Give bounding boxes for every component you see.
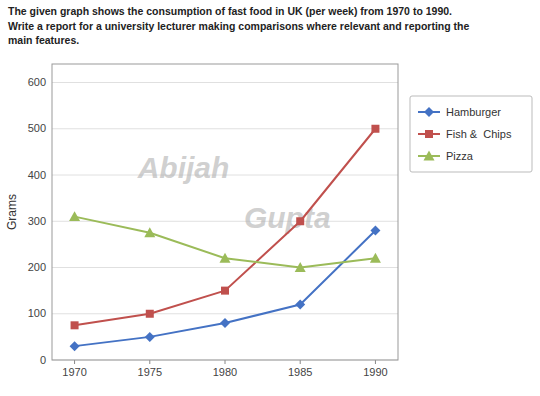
annotation: Abijah xyxy=(137,151,230,184)
series-line xyxy=(75,129,376,326)
grid-line xyxy=(52,267,398,268)
grid-line xyxy=(52,313,398,314)
data-point xyxy=(295,262,306,272)
data-point xyxy=(220,318,230,328)
x-tick xyxy=(149,360,150,364)
legend-frame xyxy=(410,96,532,172)
legend-label: Pizza xyxy=(446,150,474,162)
data-point xyxy=(70,341,80,351)
x-tick xyxy=(74,360,75,364)
plot-marks xyxy=(69,125,381,351)
legend-label: Hamburger xyxy=(446,106,501,118)
legend-marker xyxy=(424,107,434,117)
legend-label: Fish & Chips xyxy=(446,128,512,140)
y-tick-label: 0 xyxy=(40,354,46,366)
y-axis-label: Grams xyxy=(5,194,19,230)
data-point xyxy=(145,332,155,342)
x-tick xyxy=(300,360,301,364)
plot-frame xyxy=(52,64,398,360)
legend-marker xyxy=(425,130,433,138)
data-point xyxy=(296,217,304,225)
y-tick-label: 300 xyxy=(28,215,46,227)
data-point xyxy=(71,321,79,329)
data-point xyxy=(144,227,155,237)
subtitle: Write a report for a university lecturer… xyxy=(8,20,470,46)
annotation: Gupta xyxy=(244,201,331,234)
data-point xyxy=(295,300,305,310)
series-line xyxy=(75,231,376,347)
data-point xyxy=(220,253,231,263)
y-tick-label: 100 xyxy=(28,307,46,319)
legend-marker xyxy=(424,151,435,161)
chart: The given graph shows the consumption of… xyxy=(0,0,540,396)
subtitle-line: Write a report for a university lecturer… xyxy=(8,20,470,32)
data-point xyxy=(371,125,379,133)
x-tick-label: 1985 xyxy=(288,366,312,378)
data-point xyxy=(221,287,229,295)
grid-line xyxy=(52,221,398,222)
x-tick-label: 1980 xyxy=(213,366,237,378)
background xyxy=(0,0,540,396)
y-tick-label: 500 xyxy=(28,122,46,134)
y-tick-label: 400 xyxy=(28,169,46,181)
y-tick-label: 600 xyxy=(28,76,46,88)
data-point xyxy=(146,310,154,318)
x-tick-label: 1970 xyxy=(62,366,86,378)
y-tick-label: 200 xyxy=(28,261,46,273)
legend: Hamburger Fish & Chips Pizza xyxy=(410,96,532,172)
data-point xyxy=(370,253,381,263)
subtitle-line: main features. xyxy=(8,34,79,46)
grid-line xyxy=(52,128,398,129)
data-point xyxy=(370,226,380,236)
grid-line xyxy=(52,82,398,83)
x-tick xyxy=(225,360,226,364)
x-tick-label: 1975 xyxy=(138,366,162,378)
data-point xyxy=(69,211,80,221)
x-tick-label: 1990 xyxy=(363,366,387,378)
title: The given graph shows the consumption of… xyxy=(8,5,452,17)
series-line xyxy=(75,217,376,268)
x-tick xyxy=(375,360,376,364)
